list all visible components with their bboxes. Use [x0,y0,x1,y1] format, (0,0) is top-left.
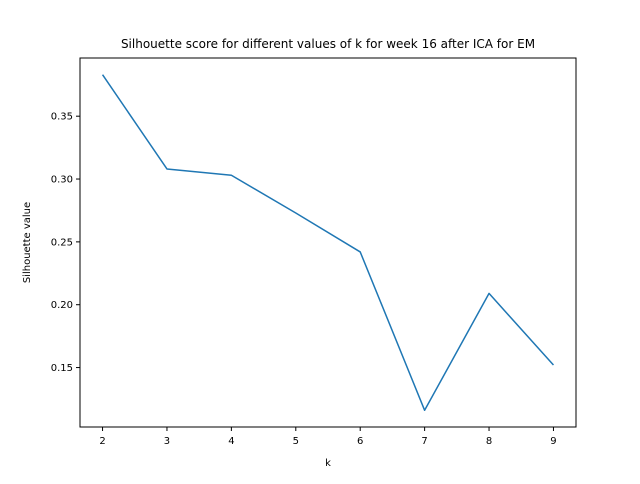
x-tick-label: 5 [293,436,299,447]
x-tick-label: 2 [99,436,105,447]
chart-title: Silhouette score for different values of… [121,37,535,51]
y-tick-label: 0.25 [51,237,73,248]
x-tick-label: 3 [164,436,170,447]
series-line [103,75,554,411]
y-tick-label: 0.15 [51,363,73,374]
x-axis-ticks: 2 3 4 5 6 7 8 9 [99,427,556,447]
plot-area [80,58,576,427]
y-tick-label: 0.20 [51,300,73,311]
y-axis-ticks: 0.15 0.20 0.25 0.30 0.35 [51,112,80,374]
x-tick-label: 6 [357,436,363,447]
x-tick-label: 7 [421,436,427,447]
y-tick-label: 0.35 [51,112,73,123]
x-tick-label: 8 [486,436,492,447]
y-tick-label: 0.30 [51,175,73,186]
y-axis-label: Silhouette value [22,202,33,283]
x-tick-label: 9 [550,436,556,447]
series-layer [103,75,554,411]
plot-frame [80,58,576,427]
x-axis-label: k [325,458,331,469]
x-tick-label: 4 [228,436,234,447]
